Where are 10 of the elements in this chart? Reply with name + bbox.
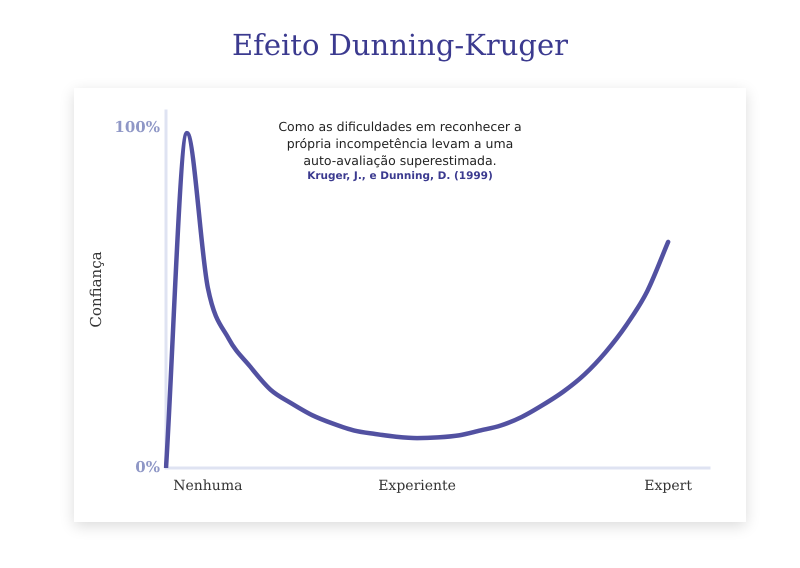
x-tick-label: Nenhuma: [173, 478, 242, 494]
x-tick-label: Experiente: [378, 478, 456, 494]
y-axis-title: Confiança: [86, 251, 105, 328]
x-tick-label: Expert: [644, 478, 692, 494]
line-series: [164, 130, 670, 468]
y-tick-label: 100%: [114, 118, 160, 136]
y-tick-label: 0%: [135, 458, 160, 476]
chart-title: Efeito Dunning-Kruger: [230, 28, 570, 62]
annotation: Kruger, J., e Dunning, D. (1999): [306, 169, 494, 183]
annotation: Como as dificuldades em reconhecer a própria incompetência levam a uma auto-avaliação superestimada.: [277, 118, 523, 169]
